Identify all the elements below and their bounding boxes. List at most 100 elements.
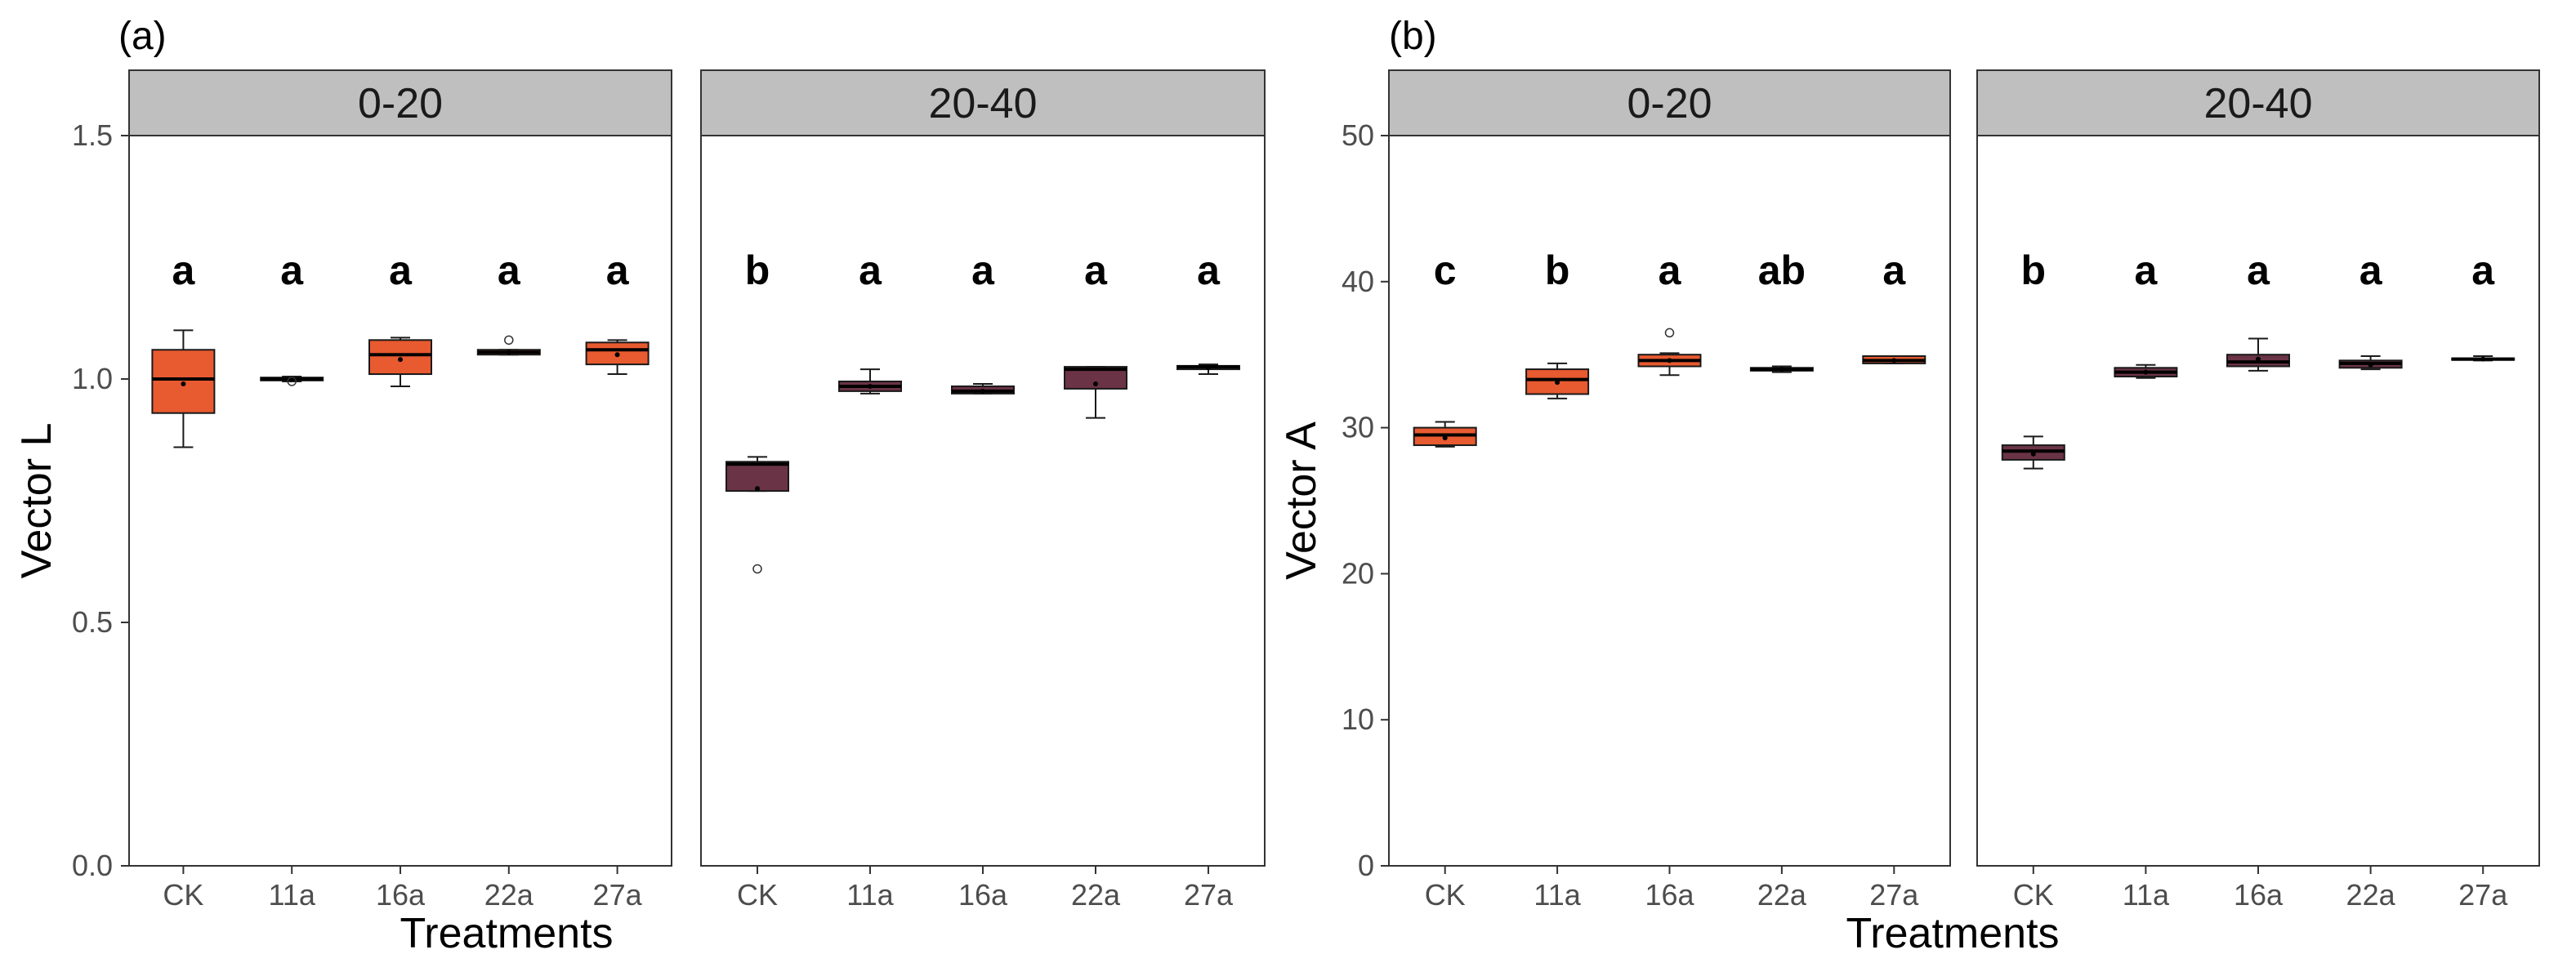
x-tick-label: 27a [2458, 878, 2508, 912]
x-tick-label: 22a [484, 878, 534, 912]
plot-panel [700, 135, 1266, 867]
box-27a: 27a a [2451, 247, 2516, 912]
box-CK: CK b [2001, 247, 2065, 912]
x-tick-label: 22a [2346, 878, 2396, 912]
significance-letter: a [1659, 247, 1682, 293]
outlier-point [287, 377, 297, 386]
significance-letter: a [2471, 247, 2495, 293]
significance-letter: a [2359, 247, 2383, 293]
significance-letter: b [2021, 247, 2047, 293]
box-27a: 27a a [585, 247, 650, 912]
mean-point [1891, 358, 1897, 363]
significance-letter: a [1197, 247, 1221, 293]
x-tick-label: 16a [1645, 878, 1694, 912]
y-tick-label: 10 [1342, 702, 1374, 736]
x-tick-label: CK [1425, 878, 1466, 912]
y-tick-label: 0 [1358, 849, 1374, 882]
y-tick-label: 20 [1342, 556, 1374, 590]
facet-0-20: 0-20 CK c 11a b 16a a 22a ab 27a a [1388, 69, 1951, 912]
x-tick-label: CK [737, 878, 778, 912]
mean-point [1442, 435, 1448, 441]
mean-point [755, 486, 760, 492]
facet-strip [700, 69, 1266, 136]
x-tick-label: 27a [1184, 878, 1234, 912]
significance-letter: b [745, 247, 770, 293]
facet-0-20: 0-20 CK a 11a a 16a a 22a a 27a a [128, 69, 672, 912]
x-tick-label: 27a [1869, 878, 1919, 912]
significance-letter: a [2134, 247, 2158, 293]
facet-strip [128, 69, 672, 136]
box-16a: 16a a [951, 247, 1015, 912]
mean-point [1667, 358, 1672, 363]
x-axis-title: Treatments [1846, 910, 2059, 957]
x-tick-label: 16a [2234, 878, 2284, 912]
mean-point [980, 388, 985, 394]
box-22a: 22a a [2338, 247, 2403, 912]
significance-letter: a [1882, 247, 1906, 293]
mean-point [2256, 356, 2261, 362]
x-tick-label: 22a [1071, 878, 1121, 912]
significance-letter: a [1084, 247, 1108, 293]
box-CK: CK b [725, 247, 789, 912]
box-22a: 22a a [476, 247, 541, 912]
mean-point [2368, 362, 2373, 368]
y-axis-title: Vector L [13, 423, 60, 579]
plot-panel [128, 135, 672, 867]
significance-letter: b [1545, 247, 1570, 293]
x-tick-label: 27a [593, 878, 643, 912]
y-tick-label: 50 [1342, 118, 1374, 152]
y-tick-label: 30 [1342, 411, 1374, 444]
mean-point [506, 350, 511, 355]
x-tick-label: 11a [846, 878, 894, 912]
significance-letter: ab [1758, 247, 1806, 293]
mean-point [868, 383, 873, 389]
y-tick-label: 1.5 [72, 118, 113, 152]
x-tick-label: 11a [2123, 878, 2170, 912]
significance-letter: a [280, 247, 304, 293]
mean-point [1206, 365, 1211, 371]
y-tick-label: 0.0 [72, 849, 113, 882]
facet-strip [1388, 69, 1951, 136]
facet-20-40: 20-40 CK b 11a a 16a a 22a a 27a a [1976, 69, 2540, 912]
panel-label: (b) [1389, 15, 1437, 58]
box-11a: 11a a [260, 247, 324, 912]
significance-letter: a [389, 247, 413, 293]
facet-strip [1976, 69, 2540, 136]
box-27a: 27a a [1176, 247, 1240, 912]
box-27a: 27a a [1862, 247, 1926, 912]
mean-point [1555, 380, 1560, 386]
significance-letter: a [606, 247, 630, 293]
x-tick-label: CK [2013, 878, 2054, 912]
mean-point [181, 381, 186, 386]
mean-point [1779, 367, 1784, 372]
outlier-point [504, 335, 514, 346]
mean-point [1093, 381, 1098, 386]
x-tick-label: 16a [376, 878, 426, 912]
box-16a: 16a a [2226, 247, 2290, 912]
significance-letter: c [1434, 247, 1457, 293]
chart-panel-b: (b) Vector A 0 10 20 30 40 50 Treatments 0-20 CK c 1… [1278, 15, 2540, 957]
x-tick-label: 11a [268, 878, 315, 912]
box-CK: CK a [151, 247, 216, 912]
significance-letter: a [971, 247, 995, 293]
facet-strip-label: 0-20 [358, 80, 443, 127]
outlier-point [1664, 328, 1675, 338]
chart-panel-a: (a) Vector L 0.0 0.5 1.0 1.5 Treatments 0-20 CK a… [13, 15, 1266, 957]
mean-point [2143, 369, 2149, 375]
x-tick-label: 22a [1757, 878, 1807, 912]
significance-letter: a [172, 247, 195, 293]
box-22a: 22a ab [1749, 247, 1814, 912]
facet-strip-label: 20-40 [929, 80, 1038, 127]
significance-letter: a [498, 247, 521, 293]
y-tick-label: 0.5 [72, 605, 113, 639]
mean-point [614, 352, 620, 358]
x-axis-title: Treatments [400, 910, 613, 957]
panel-label: (a) [118, 15, 167, 58]
box-16a: 16a a [368, 247, 432, 912]
box-11a: 11a a [838, 247, 902, 912]
y-tick-label: 1.0 [72, 362, 113, 395]
facet-strip-label: 20-40 [2204, 80, 2313, 127]
facet-strip-label: 0-20 [1627, 80, 1712, 127]
x-tick-label: 11a [1534, 878, 1581, 912]
plot-panel [1976, 135, 2540, 867]
